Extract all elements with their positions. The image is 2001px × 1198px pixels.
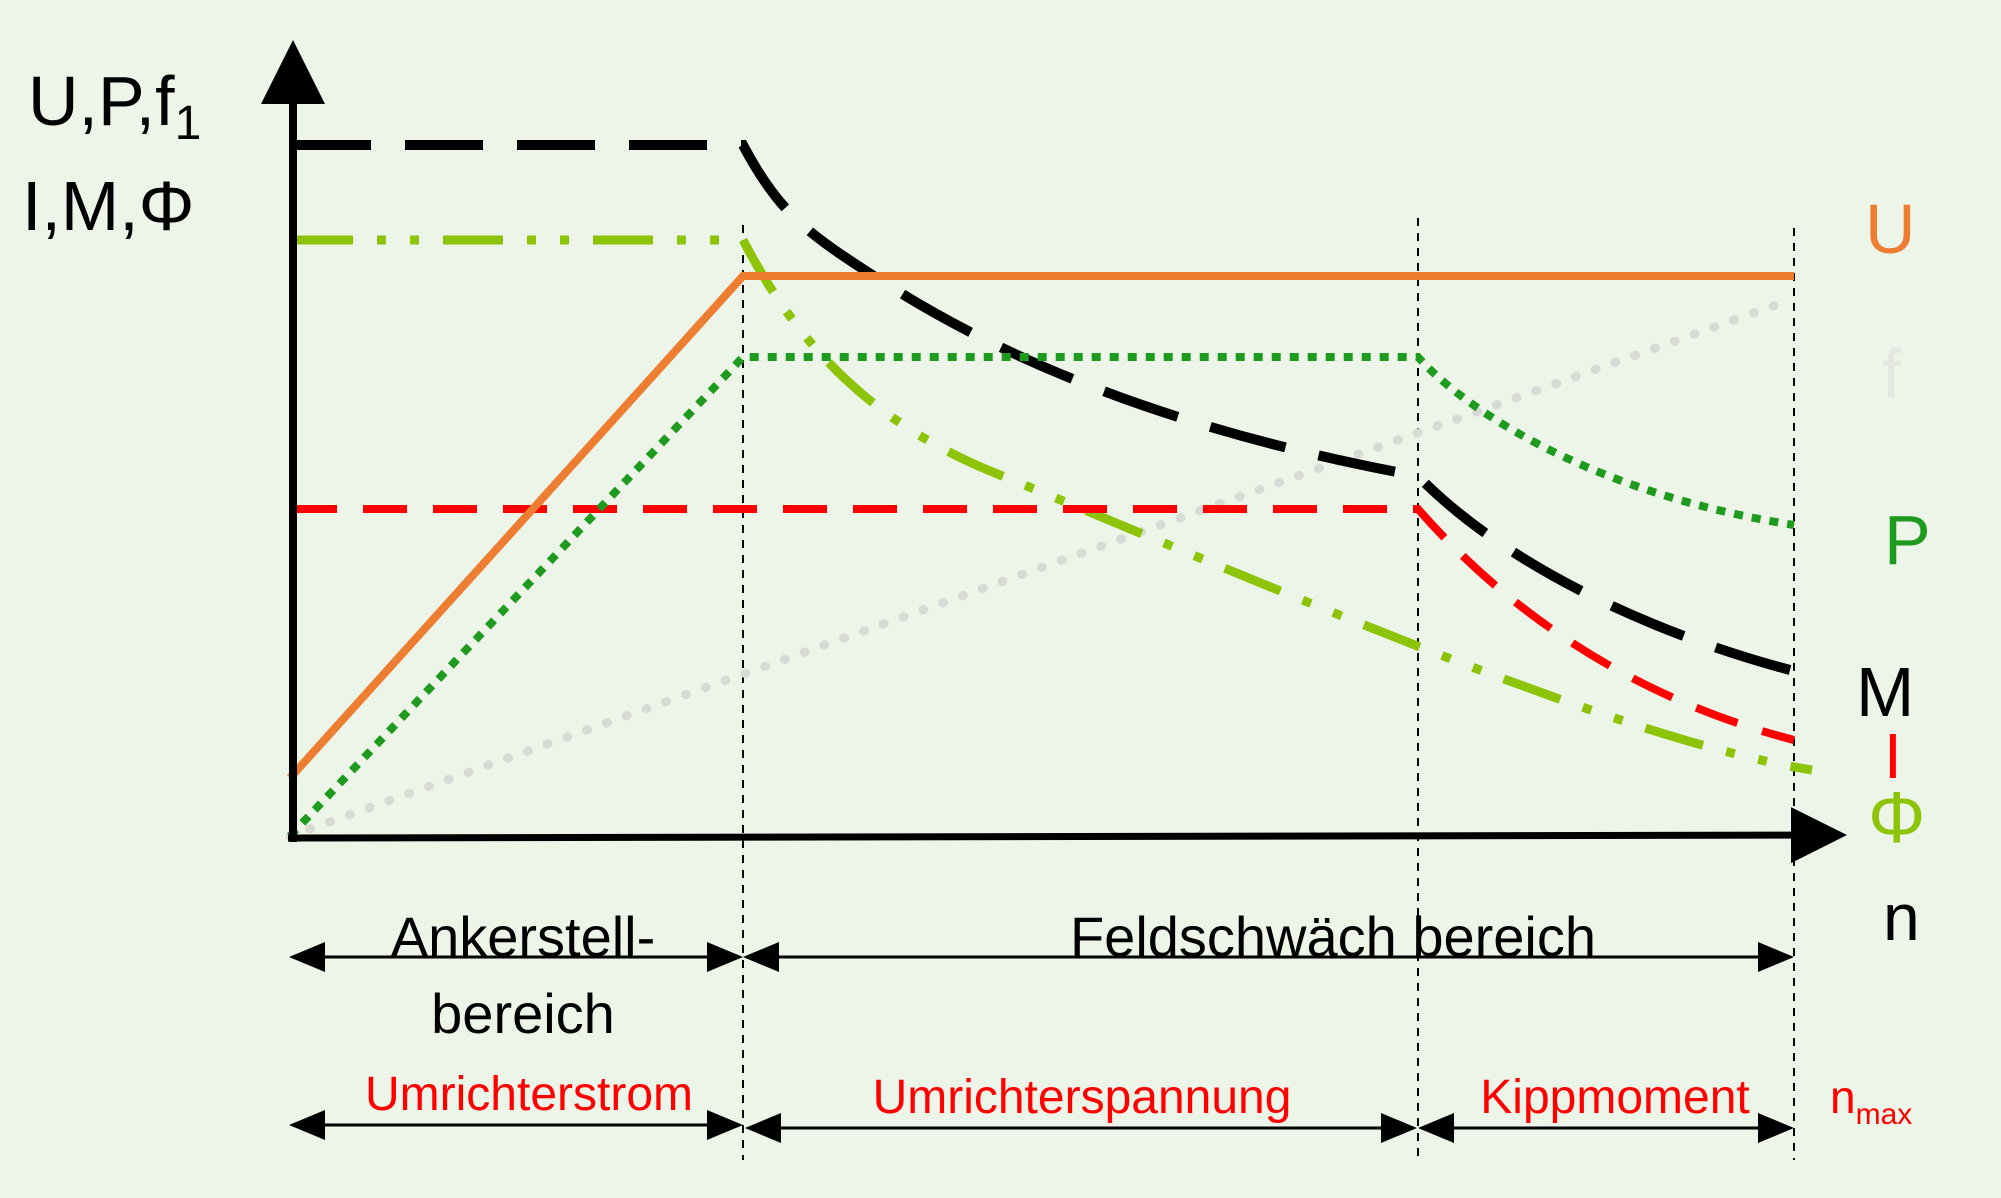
region-anker-line1: Ankerstell- <box>391 905 656 968</box>
legend-p: P <box>1884 501 1931 579</box>
x-axis <box>287 807 1847 864</box>
legend-f: f <box>1882 335 1902 413</box>
curve-u <box>287 272 1794 781</box>
curve-m <box>293 140 1792 675</box>
curve-f <box>285 295 1795 841</box>
x-axis-label: n <box>1883 880 1920 954</box>
y-axis-label-line1: U,P,f1 <box>28 62 201 150</box>
legend-phi: Φ <box>1868 778 1925 858</box>
curve-phi <box>293 235 1813 775</box>
curve-i <box>293 505 1795 744</box>
legend-i: I <box>1884 720 1902 792</box>
region-anker-line2: bereich <box>431 982 615 1045</box>
limit-kipp: Kippmoment <box>1480 1071 1749 1124</box>
legend-u: U <box>1865 190 1916 268</box>
limit-spannung: Umrichterspannung <box>873 1071 1292 1124</box>
limit-strom: Umrichterstrom <box>365 1068 693 1121</box>
y-axis-label-line2: I,M,Φ <box>22 167 195 245</box>
curve-p <box>287 353 1795 839</box>
limit-nmax-subscript: max <box>1856 1098 1913 1131</box>
region-feld: Feldschwäch bereich <box>1070 905 1596 968</box>
y-axis-label-subscript: 1 <box>175 97 202 150</box>
legend-m: M <box>1856 653 1914 731</box>
limit-nmax: nmax <box>1830 1071 1912 1131</box>
